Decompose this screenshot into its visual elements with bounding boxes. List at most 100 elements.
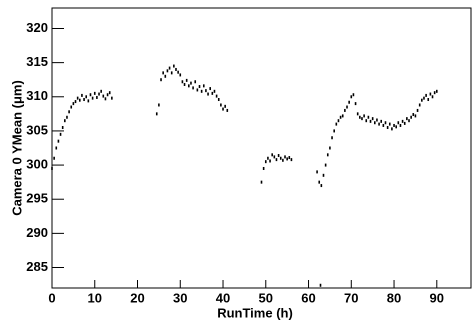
data-point <box>168 66 171 70</box>
data-point <box>177 70 179 74</box>
data-point <box>93 91 96 95</box>
data-point <box>102 94 105 98</box>
data-point <box>164 74 167 78</box>
data-point <box>433 91 436 95</box>
data-point <box>179 73 182 77</box>
data-point <box>78 98 81 102</box>
data-point <box>386 126 389 130</box>
x-tick-label: 10 <box>88 290 102 305</box>
data-point <box>267 156 269 160</box>
data-point <box>83 98 85 102</box>
data-point <box>344 108 346 112</box>
y-tick-label: 305 <box>26 122 48 137</box>
data-point <box>331 136 333 140</box>
data-point <box>395 125 397 129</box>
data-point <box>408 119 410 123</box>
data-point <box>275 158 278 162</box>
data-point <box>324 163 327 167</box>
data-point <box>290 158 293 162</box>
data-point <box>207 92 209 96</box>
data-point <box>215 94 218 98</box>
data-point <box>53 156 55 160</box>
data-point <box>108 91 111 95</box>
data-point <box>175 67 177 71</box>
data-point <box>421 98 423 102</box>
x-tick-label: 0 <box>48 290 55 305</box>
data-point <box>224 104 226 108</box>
data-point <box>425 93 427 97</box>
data-point <box>205 89 207 93</box>
data-point <box>423 96 425 100</box>
data-point <box>173 64 175 68</box>
data-point <box>196 88 199 92</box>
x-tick-label: 80 <box>387 290 401 305</box>
data-point <box>160 78 162 82</box>
x-tick-label: 50 <box>259 290 273 305</box>
x-tick-label: 70 <box>344 290 358 305</box>
data-point <box>226 108 229 112</box>
data-point <box>414 114 417 118</box>
data-point <box>213 89 216 93</box>
data-point <box>371 117 374 121</box>
data-point <box>406 117 408 121</box>
data-point <box>170 71 173 75</box>
data-point <box>277 154 280 158</box>
y-axis-label: Camera 0 YMean (μm) <box>9 80 24 216</box>
y-tick-label: 290 <box>26 225 48 240</box>
data-point <box>286 157 288 161</box>
data-point <box>51 166 53 170</box>
data-point <box>363 114 365 118</box>
data-point <box>361 117 363 121</box>
data-point <box>166 69 169 73</box>
data-point <box>337 119 340 123</box>
data-point <box>104 97 107 101</box>
data-point <box>367 115 370 119</box>
data-point <box>68 110 70 114</box>
y-tick-label: 310 <box>26 88 48 103</box>
data-point <box>217 98 220 102</box>
data-point <box>98 92 100 96</box>
data-point <box>181 80 184 84</box>
data-point <box>288 156 291 160</box>
x-tick-label: 90 <box>430 290 444 305</box>
y-tick-label: 285 <box>26 259 48 274</box>
data-point <box>333 129 335 133</box>
data-point <box>188 84 190 88</box>
data-point <box>158 103 160 107</box>
x-tick-label: 60 <box>301 290 315 305</box>
data-point <box>72 102 75 106</box>
data-point <box>401 119 404 123</box>
data-point <box>365 119 368 123</box>
data-point <box>100 89 102 93</box>
data-point <box>273 155 276 159</box>
data-point <box>391 127 393 131</box>
data-point <box>435 89 438 93</box>
data-point <box>341 114 344 118</box>
data-point <box>183 82 186 86</box>
data-point <box>352 93 355 97</box>
data-point <box>202 84 205 88</box>
data-point <box>369 119 372 123</box>
data-point <box>282 158 284 162</box>
data-point <box>318 180 321 184</box>
data-point <box>429 92 432 96</box>
data-point <box>348 100 350 104</box>
data-point <box>89 93 92 97</box>
data-point <box>393 123 395 127</box>
data-point <box>412 113 415 117</box>
data-point <box>211 91 214 95</box>
data-point <box>378 122 380 126</box>
data-point <box>339 115 342 119</box>
y-tick-label: 320 <box>26 20 48 35</box>
data-point <box>55 146 58 150</box>
data-point <box>192 86 194 90</box>
y-tick-label: 295 <box>26 191 48 206</box>
data-point <box>85 95 88 99</box>
data-point <box>284 155 286 159</box>
data-point <box>185 78 188 82</box>
data-point <box>200 89 203 93</box>
data-point <box>329 146 331 150</box>
y-tick-label: 300 <box>26 157 48 172</box>
data-point <box>111 96 113 100</box>
